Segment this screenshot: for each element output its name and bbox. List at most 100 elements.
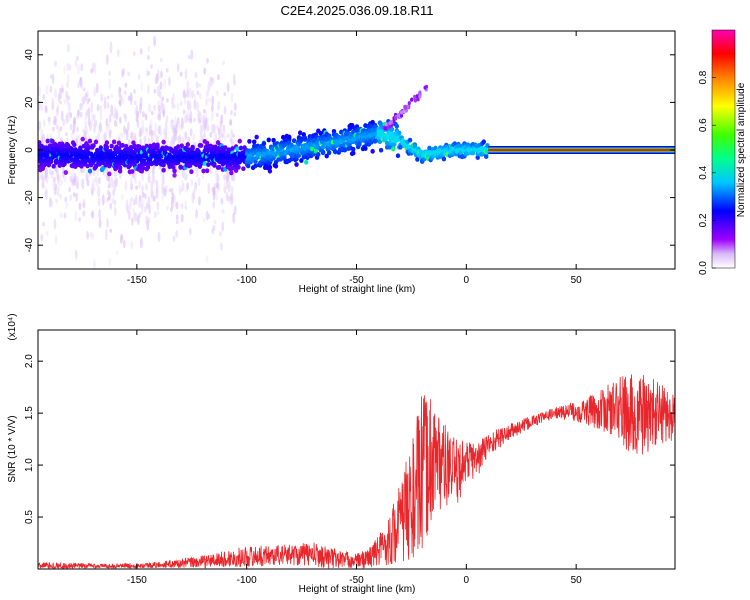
colorbar-tick-label: 0.4 bbox=[698, 165, 709, 179]
heatmap-noise-cell bbox=[77, 134, 81, 143]
heatmap-noise-cell bbox=[54, 234, 58, 245]
heatmap-noise-cell bbox=[71, 132, 74, 141]
heatmap-noise-cell bbox=[42, 133, 45, 144]
heatmap-noise-cell bbox=[155, 179, 159, 185]
heatmap-noise-cell bbox=[91, 210, 95, 219]
heatmap-noise-cell bbox=[184, 188, 188, 193]
heatmap-streak-cell bbox=[399, 113, 404, 118]
heatmap-noise-cell bbox=[137, 74, 141, 80]
heatmap-noise-cell bbox=[152, 195, 156, 202]
heatmap-noise-cell bbox=[222, 60, 225, 66]
heatmap-noise-cell bbox=[184, 68, 188, 80]
heatmap-noise-cell bbox=[120, 193, 124, 201]
heatmap-noise-cell bbox=[101, 194, 105, 206]
heatmap-noise-cell bbox=[150, 111, 154, 116]
heatmap-cell bbox=[120, 142, 125, 148]
heatmap-noise-cell bbox=[86, 179, 90, 187]
heatmap-noise-cell bbox=[111, 197, 115, 204]
heatmap-noise-cell bbox=[233, 205, 237, 216]
heatmap-cell bbox=[481, 139, 486, 145]
heatmap-x-tick-label: -150 bbox=[127, 275, 147, 286]
heatmap-noise-cell bbox=[197, 83, 201, 88]
heatmap-noise-cell bbox=[172, 92, 175, 102]
heatmap-noise-cell bbox=[155, 134, 159, 142]
heatmap-noise-cell bbox=[173, 115, 177, 127]
heatmap-noise-cell bbox=[230, 138, 234, 148]
heatmap-cell bbox=[111, 139, 117, 145]
heatmap-noise-cell bbox=[42, 118, 46, 128]
heatmap-noise-cell bbox=[170, 136, 174, 145]
heatmap-cell bbox=[201, 168, 206, 174]
snr-x-tick-label: -50 bbox=[349, 575, 364, 586]
heatmap-noise-cell bbox=[156, 210, 160, 216]
heatmap-noise-cell bbox=[188, 101, 192, 112]
heatmap-noise-cell bbox=[199, 130, 203, 142]
heatmap-noise-cell bbox=[230, 109, 233, 116]
heatmap-noise-cell bbox=[182, 89, 186, 99]
heatmap-cell bbox=[332, 149, 338, 155]
heatmap-noise-cell bbox=[139, 237, 143, 249]
heatmap-noise-cell bbox=[49, 85, 53, 93]
heatmap-noise-cell bbox=[194, 71, 198, 79]
heatmap-noise-cell bbox=[147, 172, 151, 183]
heatmap-noise-cell bbox=[108, 17, 111, 27]
heatmap-noise-cell bbox=[99, 104, 103, 114]
heatmap-noise-cell bbox=[106, 101, 110, 110]
heatmap-cell bbox=[190, 145, 195, 151]
heatmap-noise-cell bbox=[81, 167, 85, 173]
heatmap-noise-cell bbox=[172, 235, 176, 243]
heatmap-streak-cell bbox=[418, 94, 422, 99]
heatmap-noise-cell bbox=[227, 183, 231, 193]
heatmap-streak-cell bbox=[423, 85, 427, 90]
heatmap-noise-cell bbox=[122, 239, 126, 249]
heatmap-noise-cell bbox=[183, 100, 187, 105]
snr-x-tick-label: 50 bbox=[571, 575, 583, 586]
heatmap-cell bbox=[132, 143, 137, 149]
heatmap-noise-cell bbox=[202, 216, 206, 223]
heatmap-noise-cell bbox=[205, 255, 209, 264]
heatmap-noise-cell bbox=[230, 92, 234, 103]
heatmap-noise-cell bbox=[166, 205, 169, 211]
heatmap-noise-cell bbox=[77, 81, 80, 89]
heatmap-cell bbox=[441, 156, 447, 162]
heatmap-cell bbox=[72, 142, 77, 148]
heatmap-noise-cell bbox=[78, 202, 82, 210]
heatmap-noise-cell bbox=[109, 41, 113, 54]
strong-line-core bbox=[488, 148, 675, 152]
heatmap-noise-cell bbox=[113, 206, 117, 217]
heatmap-cell bbox=[229, 170, 234, 176]
heatmap-noise-cell bbox=[99, 121, 102, 134]
heatmap-streak-cell bbox=[413, 94, 417, 99]
heatmap-streak-cell bbox=[410, 97, 414, 102]
heatmap-noise-cell bbox=[184, 131, 188, 141]
heatmap-cell bbox=[237, 138, 242, 144]
colorbar-tick-label: 0.2 bbox=[698, 213, 709, 227]
heatmap-noise-cell bbox=[116, 49, 120, 58]
heatmap-noise-cell bbox=[105, 53, 109, 65]
heatmap-cell bbox=[407, 137, 413, 143]
heatmap-cell bbox=[127, 163, 133, 169]
heatmap-noise-cell bbox=[108, 78, 112, 90]
heatmap-noise-cell bbox=[221, 132, 224, 139]
heatmap-streak-cell bbox=[415, 94, 419, 99]
heatmap-noise-cell bbox=[226, 133, 230, 139]
heatmap-noise-cell bbox=[106, 217, 109, 229]
heatmap-cell bbox=[253, 163, 258, 169]
heatmap-noise-cell bbox=[56, 106, 59, 118]
heatmap-noise-cell bbox=[136, 110, 140, 119]
heatmap-y-tick-label: 0 bbox=[24, 147, 35, 153]
heatmap-noise-cell bbox=[160, 70, 163, 79]
heatmap-noise-cell bbox=[95, 82, 99, 94]
heatmap-noise-cell bbox=[74, 210, 78, 222]
heatmap-noise-cell bbox=[56, 187, 60, 197]
heatmap-noise-cell bbox=[96, 167, 100, 177]
heatmap-cell bbox=[63, 170, 68, 175]
heatmap-cell bbox=[61, 143, 66, 149]
heatmap-cell bbox=[261, 141, 267, 146]
heatmap-noise-cell bbox=[136, 214, 140, 226]
heatmap-noise-cell bbox=[164, 121, 168, 132]
heatmap-noise-cell bbox=[82, 210, 86, 217]
heatmap-cell bbox=[302, 135, 308, 141]
heatmap-cell bbox=[394, 123, 400, 129]
heatmap-noise-cell bbox=[42, 94, 46, 100]
